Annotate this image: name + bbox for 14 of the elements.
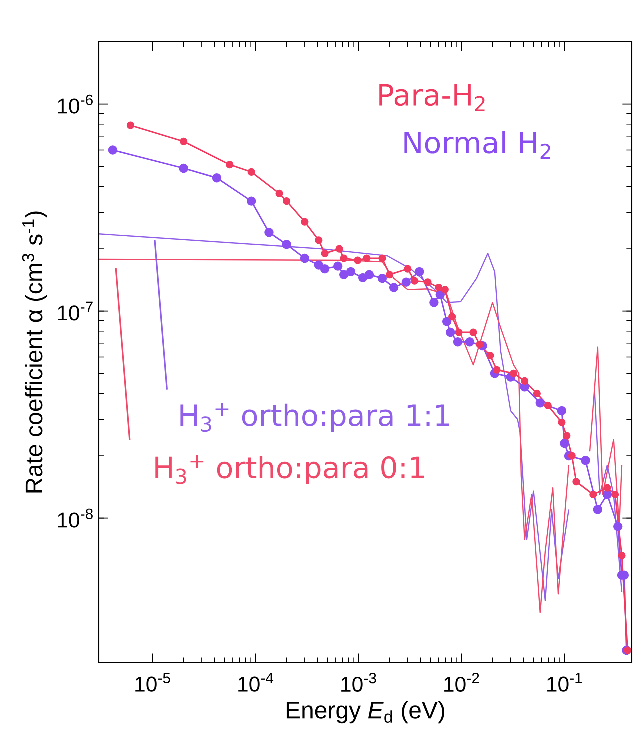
y-tick-label: 10$^{-6}$	[58, 94, 93, 114]
x-tick-label: 10$^{-4}$	[238, 673, 274, 692]
x-tick-label: 10$^{-1}$	[548, 673, 582, 692]
x-tick-label: 10$^{-5}$	[136, 673, 170, 692]
text: Normal H$_{2}$	[404, 131, 550, 160]
y-tick-label: 10$^{-7}$	[58, 302, 93, 321]
x-axis-title: Energy E$_{d}$ (eV)	[286, 701, 444, 724]
x-tick-label: 10$^{-2}$	[444, 673, 480, 692]
text: H$_{3}$$^{+}$ ortho:para 0:1	[156, 455, 424, 484]
x-tick-label: 10$^{-3}$	[342, 673, 376, 692]
y-tick-label: 10$^{-8}$	[58, 508, 93, 528]
text: Para-H$_{2}$	[380, 84, 485, 112]
y-axis-title: Rate coefficient α (cm$^{3}$ s$^{-1}$)	[22, 212, 48, 493]
text: H$_{3}$$^{+}$ ortho:para 1:1	[180, 403, 450, 432]
